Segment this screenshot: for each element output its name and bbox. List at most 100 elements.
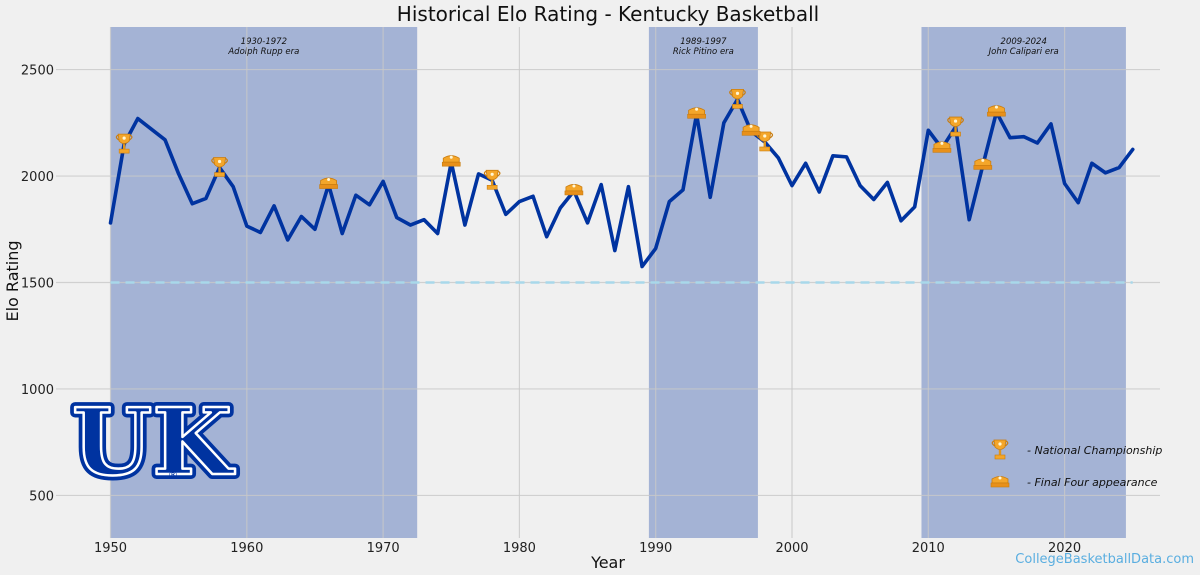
trophy-handle <box>947 117 951 124</box>
trophy-base <box>214 172 225 177</box>
trophy-handle <box>1004 440 1009 447</box>
elo-rating-line <box>108 97 1135 269</box>
legend-final-four-label: - Final Four appearance <box>1027 476 1158 489</box>
x-tick-label: 1980 <box>503 541 536 556</box>
era-name-label: Adolph Rupp era <box>227 47 299 57</box>
y-tick-label: 500 <box>29 489 54 504</box>
final-four-base <box>687 113 706 119</box>
x-tick-label: 2010 <box>912 541 945 556</box>
final-four-top <box>974 158 992 166</box>
final-four-icon <box>987 105 1006 117</box>
trophy-handle <box>224 157 228 165</box>
uk-logo-outline: UK <box>72 388 235 496</box>
final-four-icon <box>319 177 338 189</box>
final-four-icon <box>973 158 993 170</box>
y-tick-label: 1500 <box>21 277 54 292</box>
trophy-handle <box>960 117 964 124</box>
x-tick-label: 2020 <box>1048 541 1081 556</box>
final-four-gem <box>749 124 753 128</box>
source-credit: CollegeBasketballData.com <box>1015 552 1194 567</box>
trophy-stem <box>998 450 1002 455</box>
registered-mark-icon: ® <box>168 470 178 481</box>
final-four-icon <box>441 155 461 167</box>
trophy-base <box>486 185 498 190</box>
final-four-top <box>933 141 951 149</box>
final-four-base <box>564 190 584 196</box>
trophy-star <box>490 172 494 176</box>
championship-trophy-icon <box>729 88 746 109</box>
final-four-top <box>742 124 760 132</box>
championship-trophy-icon <box>115 133 133 154</box>
legend-trophy-icon <box>991 439 1009 460</box>
trophy-handle <box>991 440 996 447</box>
final-four-gem <box>994 105 998 109</box>
trophy-handle <box>115 134 120 141</box>
final-four-top <box>565 184 583 192</box>
trophy-handle <box>729 89 733 96</box>
trophy-base <box>118 148 130 154</box>
final-four-base <box>990 482 1010 488</box>
trophy-stem <box>490 180 494 186</box>
trophy-handle <box>211 157 215 165</box>
chart-title: Historical Elo Rating - Kentucky Basketb… <box>397 2 819 26</box>
trophy-star <box>953 119 958 123</box>
trophy-star <box>998 442 1002 446</box>
trophy-stem <box>122 144 126 150</box>
final-four-gem <box>695 107 699 111</box>
final-four-top <box>688 107 705 115</box>
legend: - National Championship - Final Four appe… <box>990 439 1162 489</box>
final-four-top <box>320 177 337 185</box>
trophy-handle <box>483 170 488 177</box>
y-tick-label: 1000 <box>21 383 54 398</box>
x-tick-label: 1970 <box>367 541 400 556</box>
y-tick-label: 2000 <box>21 170 54 185</box>
final-four-top <box>991 476 1009 484</box>
final-four-icon <box>564 184 584 196</box>
final-four-gem <box>998 476 1002 480</box>
trophy-star <box>735 91 740 95</box>
final-four-base <box>741 131 761 136</box>
uk-logo: UK UK ® <box>67 383 240 501</box>
championship-trophy-icon <box>211 157 228 177</box>
trophy-handle <box>742 89 746 96</box>
final-four-top <box>442 155 460 163</box>
final-four-base <box>441 161 461 167</box>
final-four-top <box>988 105 1005 113</box>
trophy-stem <box>218 167 221 173</box>
final-four-gem <box>327 178 331 182</box>
final-four-gem <box>940 141 944 145</box>
final-four-base <box>973 165 993 170</box>
final-four-icon <box>687 107 706 119</box>
x-tick-label: 1960 <box>230 541 263 556</box>
final-four-gem <box>572 184 576 188</box>
final-four-icon <box>932 141 952 153</box>
trophy-base <box>732 104 743 109</box>
era-years-label: 1989-1997 <box>680 37 727 47</box>
final-four-icon <box>741 124 761 136</box>
x-tick-label: 2000 <box>775 541 808 556</box>
era-years-label: 1930-1972 <box>241 37 287 47</box>
trophy-handle <box>496 170 501 177</box>
trophy-stem <box>763 141 766 147</box>
trophy-stem <box>954 127 957 133</box>
legend-final-four-icon <box>990 476 1010 488</box>
x-tick-label: 1950 <box>94 541 127 556</box>
championship-trophy-icon <box>483 169 501 190</box>
legend-championship-label: - National Championship <box>1027 444 1162 457</box>
era-name-label: John Calipari era <box>987 47 1059 57</box>
x-axis-title: Year <box>590 553 625 572</box>
trophy-stem <box>736 99 739 105</box>
trophy-base <box>759 146 771 152</box>
x-tick-label: 1990 <box>639 541 672 556</box>
final-four-base <box>932 148 952 153</box>
trophy-handle <box>128 134 133 141</box>
trophy-base <box>994 454 1006 460</box>
uk-logo-fill: UK <box>72 388 235 496</box>
trophy-handle <box>769 132 774 139</box>
trophy-base <box>950 131 961 137</box>
y-tick-label: 2500 <box>21 64 54 79</box>
trophy-star <box>217 159 222 164</box>
final-four-base <box>987 111 1006 117</box>
